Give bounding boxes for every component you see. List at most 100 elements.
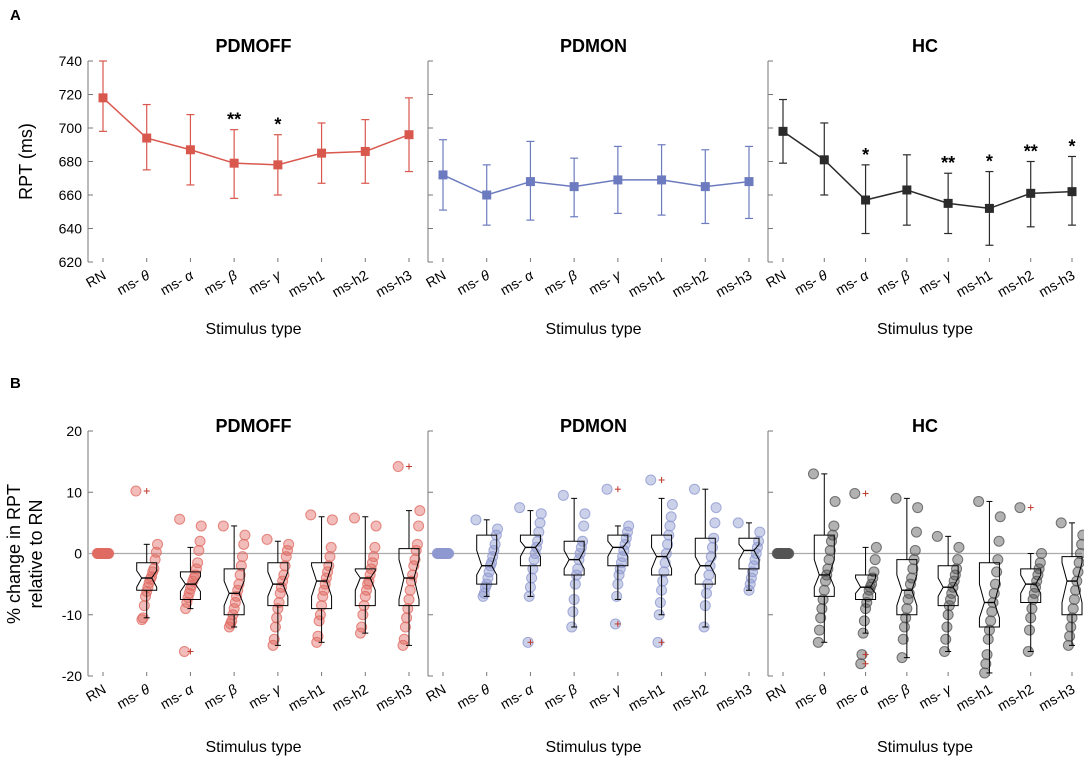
data-point xyxy=(824,544,836,556)
x-tick-label: RN xyxy=(423,681,449,705)
data-point xyxy=(443,548,455,559)
data-point xyxy=(700,587,712,599)
data-point xyxy=(103,548,115,559)
significance-marker: ** xyxy=(941,153,955,173)
x-tick-label: RN xyxy=(423,267,449,291)
data-point xyxy=(1067,603,1079,615)
data-point xyxy=(816,603,828,615)
data-point xyxy=(897,633,909,645)
data-point xyxy=(317,590,329,602)
y-tick-label: -20 xyxy=(62,668,82,684)
x-tick-label: ms- β xyxy=(201,681,240,712)
data-point xyxy=(1076,538,1084,550)
data-point xyxy=(952,554,964,566)
data-point xyxy=(324,551,336,563)
data-point xyxy=(703,569,715,581)
data-point xyxy=(645,474,657,486)
data-point xyxy=(404,584,416,596)
data-point xyxy=(280,551,292,563)
y-tick-label: -10 xyxy=(62,607,82,623)
x-tick-label: ms- θ xyxy=(792,681,831,712)
data-point xyxy=(569,182,579,192)
data-point xyxy=(818,584,830,596)
x-tick-label: ms-h1 xyxy=(285,267,327,300)
data-point xyxy=(601,483,613,495)
x-tick-label: ms-h2 xyxy=(669,267,711,300)
data-point xyxy=(326,514,338,526)
data-point xyxy=(413,520,425,532)
data-point xyxy=(535,508,547,520)
data-point xyxy=(986,606,998,618)
data-point xyxy=(817,593,829,605)
x-tick-label: ms- θ xyxy=(114,267,153,298)
data-point xyxy=(912,502,924,514)
x-tick-label: ms-h3 xyxy=(713,267,755,300)
box xyxy=(179,571,201,600)
subplot-b-hc: RN ms- θ ms- α ms- β ms- γ ms-h1 ms-h2 ms-h3 HC S… xyxy=(763,416,1084,756)
data-point xyxy=(709,517,721,529)
data-point xyxy=(870,541,882,553)
data-point xyxy=(700,182,710,192)
subplot-a-pdmon: RN ms- θ ms- α ms- β ms- γ ms-h1 ms-h2 ms-h3 PDM… xyxy=(423,36,755,338)
y-tick-label: 740 xyxy=(59,53,83,69)
data-point xyxy=(533,526,545,538)
data-point xyxy=(902,185,912,195)
data-point xyxy=(470,514,482,526)
data-point xyxy=(664,520,676,532)
data-point xyxy=(869,554,881,566)
data-point xyxy=(261,533,273,545)
data-point xyxy=(269,621,281,633)
data-point xyxy=(902,593,914,605)
data-point xyxy=(861,195,871,205)
panel-label-b: B xyxy=(10,375,21,392)
x-tick-label: ms-h3 xyxy=(373,681,415,714)
data-point xyxy=(194,535,206,547)
subplot-title: PDMON xyxy=(560,416,627,436)
x-axis-label: Stimulus type xyxy=(205,739,301,756)
data-point xyxy=(710,502,722,514)
x-tick-label: ms- γ xyxy=(246,680,285,711)
data-point xyxy=(666,499,678,510)
data-point xyxy=(849,487,861,499)
data-point xyxy=(981,649,993,661)
box xyxy=(267,562,289,607)
data-point xyxy=(980,658,992,670)
data-point xyxy=(578,520,590,532)
x-tick-label: ms-h3 xyxy=(713,681,755,714)
x-tick-label: ms- γ xyxy=(916,266,955,297)
box xyxy=(223,568,245,616)
box xyxy=(978,562,1000,628)
x-tick-label: ms-h2 xyxy=(329,267,371,300)
y-axis-label: relative to RN xyxy=(26,499,46,608)
data-point xyxy=(569,578,581,590)
data-point xyxy=(1024,624,1036,636)
data-point xyxy=(658,566,670,578)
data-point xyxy=(567,606,579,618)
subplot-title: PDMOFF xyxy=(216,36,292,56)
data-point xyxy=(890,492,902,504)
x-tick-label: ms-h3 xyxy=(1036,681,1078,714)
data-point xyxy=(305,509,317,521)
data-point xyxy=(359,590,371,602)
x-tick-label: ms- θ xyxy=(454,267,493,298)
box xyxy=(398,548,420,607)
data-point xyxy=(369,541,381,553)
data-point xyxy=(657,575,669,587)
data-point xyxy=(526,572,538,584)
data-point xyxy=(235,560,247,572)
data-point xyxy=(360,146,370,156)
data-point xyxy=(399,621,411,633)
data-point xyxy=(234,569,246,581)
x-tick-label: ms- β xyxy=(201,267,240,298)
data-point xyxy=(98,93,108,103)
x-tick-label: ms-h2 xyxy=(669,681,711,714)
data-point xyxy=(819,155,829,165)
y-tick-label: 720 xyxy=(59,87,83,103)
data-point xyxy=(193,544,205,556)
x-tick-label: ms- θ xyxy=(114,681,153,712)
data-point xyxy=(138,600,150,612)
data-point xyxy=(410,544,422,556)
data-point xyxy=(1064,630,1076,642)
subplot-title: PDMOFF xyxy=(216,416,292,436)
